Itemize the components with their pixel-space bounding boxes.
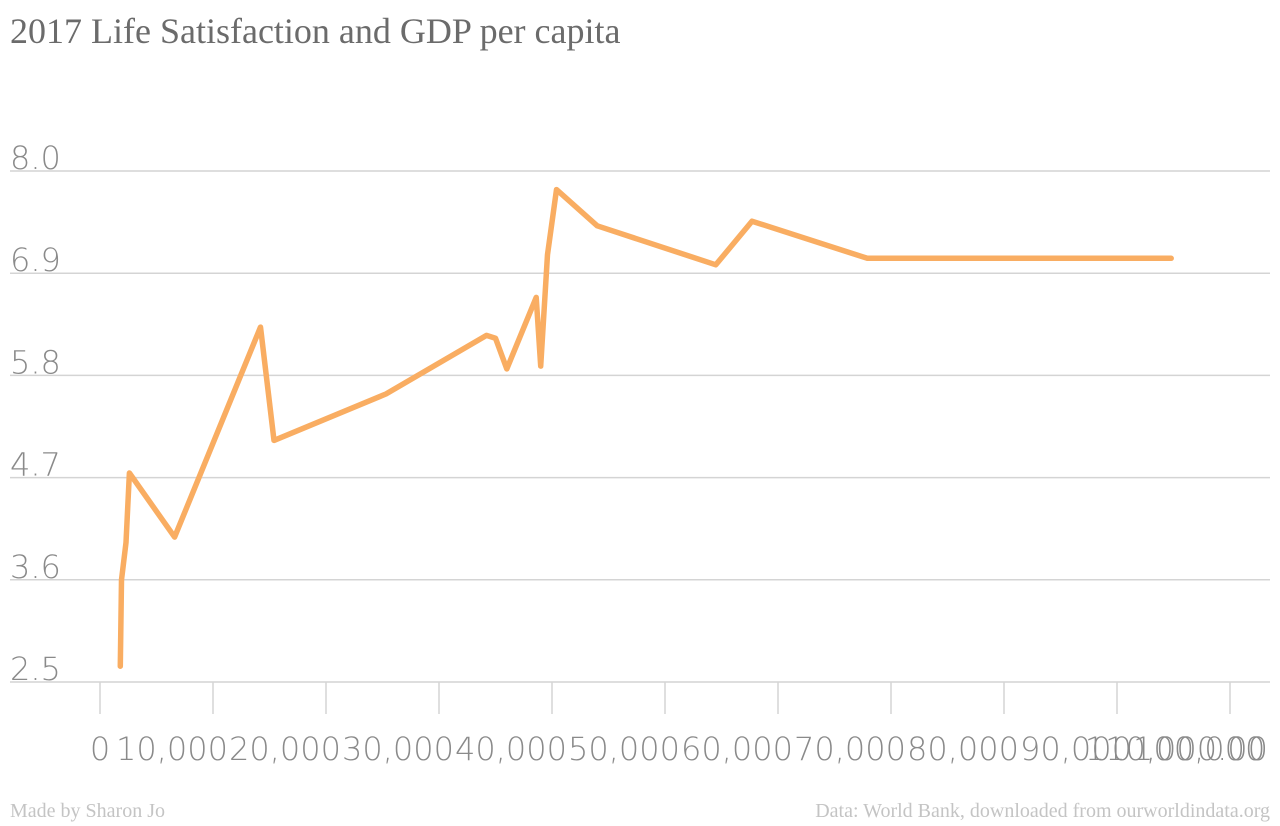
y-tick-label: 3.6 xyxy=(10,548,61,586)
grid-lines xyxy=(10,170,1270,683)
x-tick-label: 30,000 xyxy=(342,730,454,768)
x-tick-label: 100,000 xyxy=(1133,730,1265,768)
x-tick-label: 60,000 xyxy=(681,730,793,768)
x-tick-label: 20,000 xyxy=(229,730,341,768)
y-tick-label: 4.7 xyxy=(10,446,61,484)
x-tick-label: 110,000.00 xyxy=(1085,730,1268,768)
source-text: Data: World Bank, downloaded from ourwor… xyxy=(815,800,1270,822)
x-tick-label: 10,000 xyxy=(116,730,228,768)
series-layer xyxy=(117,186,1174,669)
y-tick-label: 8.0 xyxy=(10,139,61,177)
x-tick-label: 80,000 xyxy=(907,730,1019,768)
y-tick-label: 6.9 xyxy=(10,241,61,279)
x-tick-label: 40,000 xyxy=(455,730,567,768)
y-tick-label: 2.5 xyxy=(10,650,61,688)
y-tick-label: 5.8 xyxy=(10,343,61,381)
chart-title: 2017 Life Satisfaction and GDP per capit… xyxy=(10,11,621,51)
series-line xyxy=(117,186,1174,669)
credit-text: Made by Sharon Jo xyxy=(10,800,165,822)
x-tick-label: 50,000 xyxy=(568,730,680,768)
x-tick-label: 70,000 xyxy=(794,730,906,768)
y-axis-ticks: 2.5 3.6 4.7 5.8 6.9 8.0 xyxy=(10,139,61,688)
x-tick-label: 90,000 xyxy=(1020,730,1132,768)
x-tick-label: 0 xyxy=(90,730,110,768)
x-axis-ticks: 0 10,000 20,000 30,000 40,000 50,000 60,000 70,… xyxy=(90,682,1268,768)
